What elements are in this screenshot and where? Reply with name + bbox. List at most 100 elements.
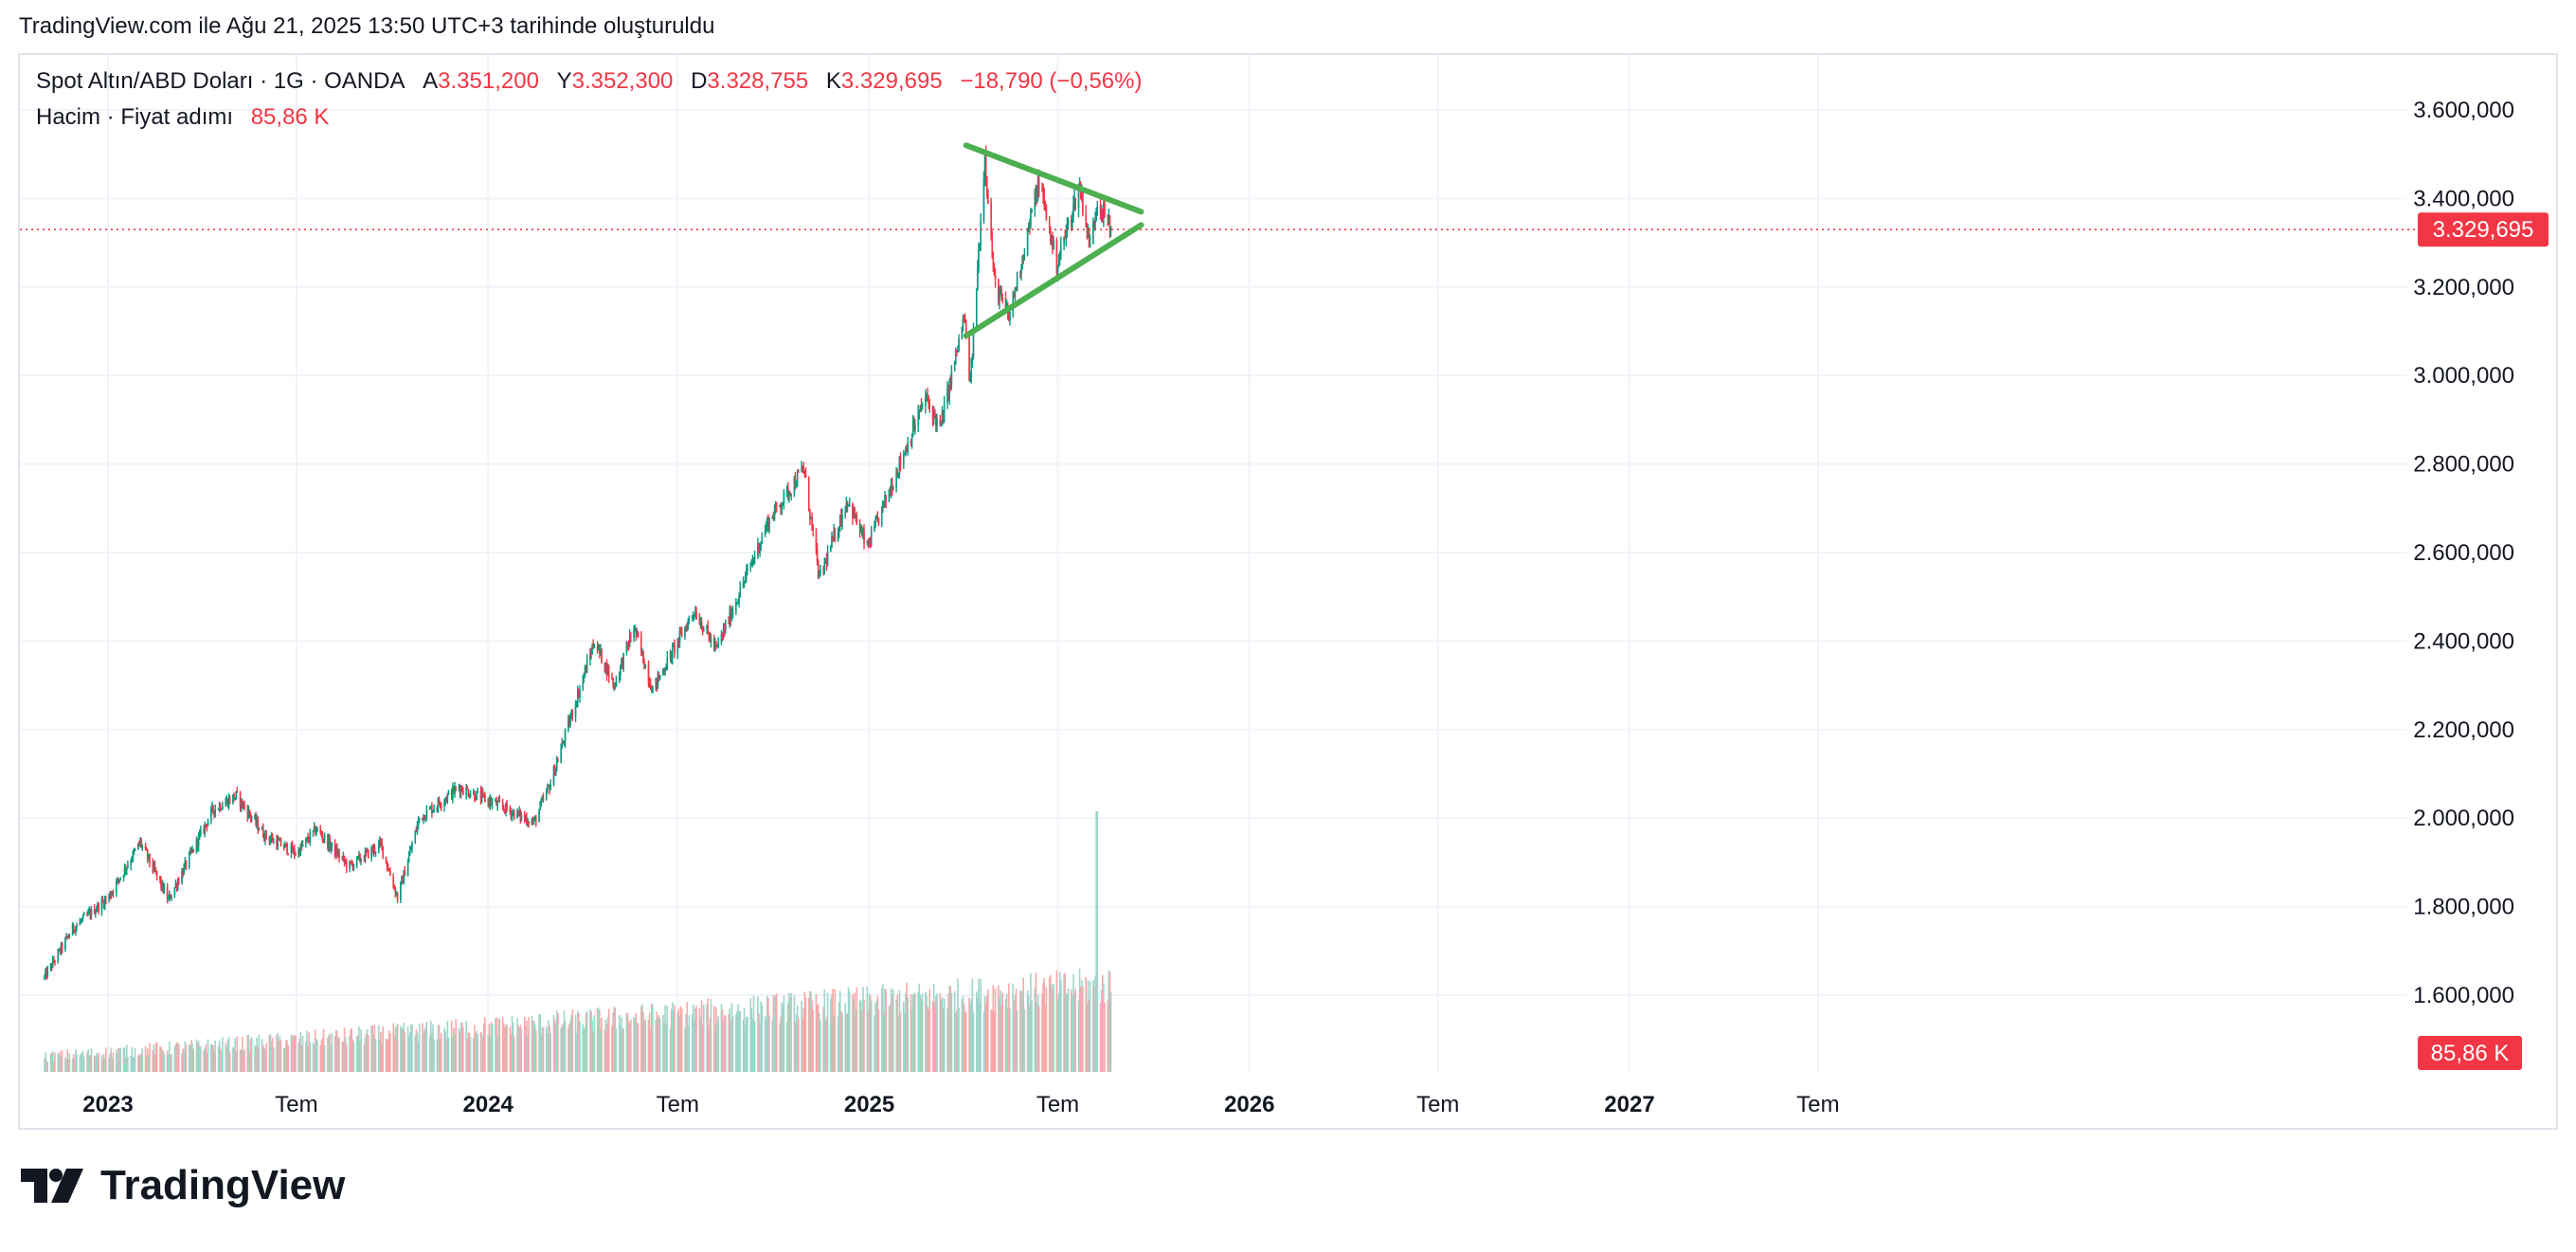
- candle-body: [782, 502, 784, 506]
- volume-bar: [861, 1010, 863, 1072]
- candle-body: [337, 852, 339, 856]
- candle-body: [833, 530, 835, 538]
- legend-volume-label[interactable]: Hacim · Fiyat adımı: [36, 104, 234, 130]
- volume-bar: [102, 1054, 105, 1072]
- candle-body: [680, 632, 683, 637]
- volume-bar: [122, 1047, 125, 1072]
- candle-body: [840, 515, 842, 525]
- volume-bar: [615, 1028, 618, 1072]
- candle-body: [1086, 223, 1089, 231]
- candle-body: [867, 540, 870, 546]
- legend-open-label: A: [423, 68, 439, 94]
- chart-frame[interactable]: [18, 53, 2558, 1130]
- candle-body: [440, 806, 442, 807]
- candle-body: [817, 561, 820, 578]
- candle-body: [167, 898, 170, 900]
- volume-bar: [666, 1006, 669, 1072]
- volume-bar: [380, 1032, 382, 1072]
- legend-symbol[interactable]: Spot Altın/ABD Doları · 1G · OANDA: [36, 68, 405, 94]
- candle-body: [576, 690, 579, 705]
- volume-bar: [1048, 977, 1051, 1072]
- volume-bar: [372, 1034, 375, 1072]
- volume-bar: [239, 1049, 242, 1072]
- volume-bar: [171, 1054, 172, 1072]
- volume-bar: [862, 987, 864, 1072]
- candle-body: [341, 857, 344, 860]
- tradingview-brand[interactable]: TradingView: [21, 1162, 345, 1209]
- candle-body: [634, 627, 637, 631]
- volume-bar: [840, 1011, 842, 1072]
- volume-bar: [564, 1021, 567, 1072]
- volume-bar: [458, 1027, 460, 1072]
- volume-bar: [802, 1017, 803, 1072]
- volume-bar: [794, 1021, 797, 1072]
- candle-body: [563, 742, 566, 744]
- volume-bar: [261, 1038, 263, 1072]
- volume-bar: [112, 1052, 115, 1072]
- candle-body: [1093, 222, 1095, 224]
- candle-body: [50, 963, 53, 968]
- candle-body: [96, 909, 98, 912]
- candle-body: [476, 790, 477, 800]
- candle-body: [921, 406, 924, 408]
- volume-bar: [999, 996, 1000, 1072]
- candle-body: [49, 963, 52, 970]
- tradingview-logo-icon: [21, 1169, 83, 1203]
- candle-body: [534, 816, 537, 823]
- volume-bar: [97, 1056, 99, 1072]
- candle-body: [345, 862, 348, 869]
- volume-bar: [737, 1004, 739, 1072]
- candle-body: [993, 268, 996, 276]
- volume-bar: [943, 998, 946, 1072]
- volume-bar: [994, 989, 997, 1072]
- volume-bar: [579, 1021, 581, 1072]
- candle-body: [518, 810, 521, 814]
- candle-body: [445, 799, 448, 801]
- volume-bar: [716, 1022, 718, 1072]
- candle-body: [862, 531, 864, 534]
- volume-bar: [1037, 1006, 1040, 1072]
- volume-bar: [117, 1047, 119, 1072]
- volume-bar: [846, 1012, 849, 1072]
- volume-bar: [60, 1056, 63, 1072]
- candle-body: [184, 861, 187, 865]
- volume-bar: [907, 997, 910, 1072]
- volume-bar: [781, 1002, 784, 1072]
- candle-body: [1056, 267, 1059, 274]
- volume-bar: [936, 993, 938, 1072]
- volume-bar: [422, 1023, 423, 1072]
- candle-body: [305, 838, 307, 844]
- volume-bar: [823, 989, 826, 1072]
- volume-bar: [1044, 1005, 1047, 1072]
- volume-bar: [561, 1025, 564, 1072]
- volume-bar: [1094, 975, 1096, 1072]
- candle-body: [234, 797, 236, 800]
- candle-body: [990, 203, 992, 237]
- volume-bar: [1082, 987, 1084, 1072]
- candle-body: [578, 690, 580, 698]
- candle-body: [218, 804, 221, 809]
- candle-body: [998, 280, 1000, 302]
- volume-bar: [820, 1021, 821, 1072]
- volume-bar: [297, 1043, 299, 1072]
- volume-bar: [949, 986, 952, 1072]
- candle-body: [58, 949, 61, 951]
- volume-bar: [531, 1015, 533, 1072]
- candle-body: [261, 827, 264, 838]
- volume-bar: [488, 1024, 491, 1072]
- volume-bar: [235, 1051, 238, 1072]
- volume-bar: [956, 1009, 958, 1072]
- candle-body: [601, 648, 603, 663]
- candle-body: [688, 618, 691, 621]
- candle-body: [896, 472, 899, 476]
- volume-bar: [1086, 1003, 1089, 1072]
- candle-body: [79, 920, 81, 926]
- volume-bar: [175, 1042, 178, 1072]
- volume-bar: [396, 1024, 399, 1072]
- volume-bar: [255, 1046, 257, 1072]
- candle-body: [1042, 190, 1044, 197]
- candle-body: [443, 801, 445, 807]
- candle-body: [670, 651, 673, 660]
- volume-bar: [921, 993, 924, 1072]
